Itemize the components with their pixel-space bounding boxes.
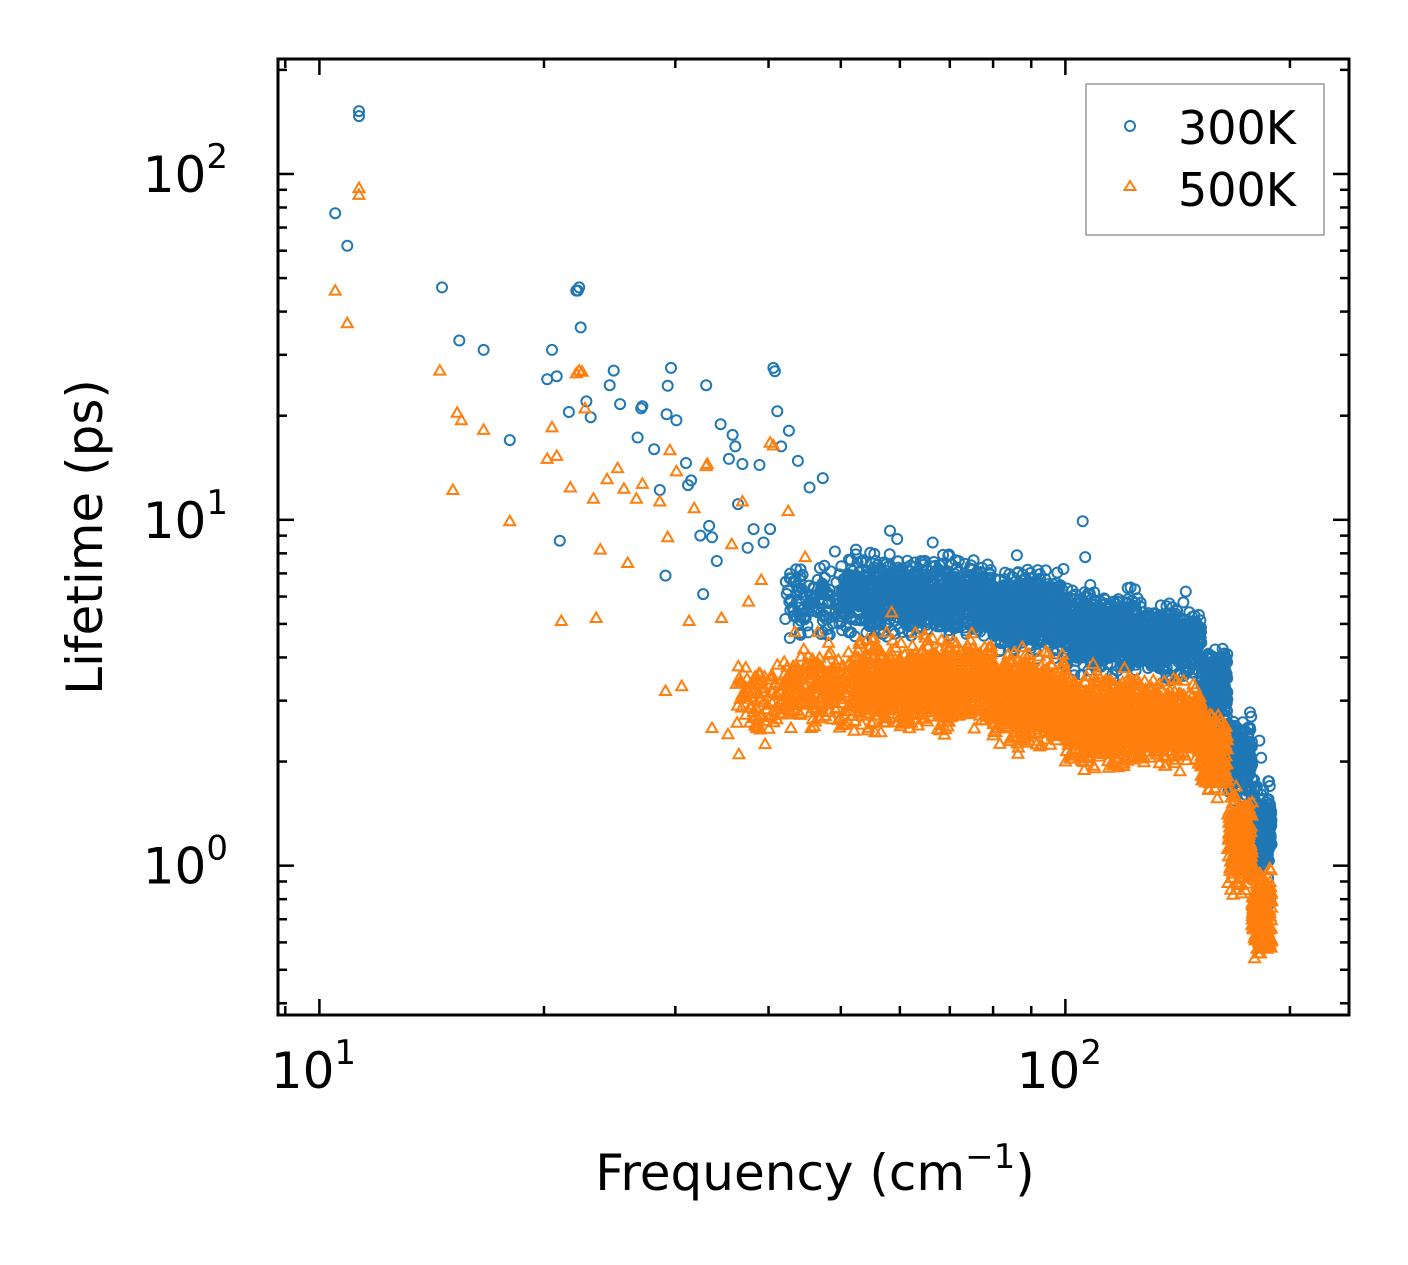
data-point-300k bbox=[794, 597, 807, 610]
data-point-300k bbox=[789, 574, 802, 587]
data-point-300k bbox=[854, 614, 867, 627]
data-point-300k bbox=[815, 628, 828, 640]
data-point-300k bbox=[924, 589, 936, 602]
data-point-300k bbox=[976, 561, 988, 574]
data-point-300k bbox=[926, 560, 938, 573]
data-point-300k bbox=[872, 569, 885, 582]
data-point-300k bbox=[945, 585, 958, 598]
data-point-300k bbox=[833, 617, 846, 630]
data-point-300k bbox=[952, 610, 965, 623]
data-point-300k bbox=[843, 575, 856, 588]
data-point-300k bbox=[934, 568, 947, 581]
data-point-300k bbox=[971, 590, 984, 603]
data-point-300k bbox=[972, 618, 985, 631]
data-point-300k bbox=[913, 608, 926, 621]
data-point-300k bbox=[963, 591, 976, 604]
data-point-300k bbox=[948, 599, 961, 612]
data-point-300k bbox=[894, 584, 907, 597]
data-point-300k bbox=[850, 578, 862, 591]
data-point-300k bbox=[808, 596, 821, 609]
data-point-300k bbox=[897, 613, 909, 626]
data-point-300k bbox=[845, 554, 857, 567]
data-point-300k bbox=[857, 554, 869, 567]
data-point-300k bbox=[794, 563, 807, 576]
data-point-300k bbox=[803, 595, 816, 608]
data-point-300k bbox=[806, 593, 818, 606]
data-point-300k bbox=[963, 585, 976, 598]
data-point-300k bbox=[934, 604, 947, 617]
data-point-300k bbox=[790, 610, 803, 623]
data-point-300k bbox=[902, 578, 914, 591]
data-point-300k bbox=[905, 592, 918, 605]
scatter-points bbox=[327, 105, 1279, 964]
data-point-300k bbox=[866, 606, 879, 619]
data-point-300k bbox=[948, 620, 961, 632]
data-point-300k bbox=[817, 579, 830, 592]
data-point-300k bbox=[851, 585, 863, 598]
data-point-300k bbox=[869, 555, 882, 567]
data-point-300k bbox=[839, 602, 852, 615]
data-point-300k bbox=[974, 625, 987, 638]
data-point-300k bbox=[905, 629, 918, 642]
data-point-300k bbox=[877, 557, 890, 570]
data-point-300k bbox=[954, 572, 967, 585]
data-point-300k bbox=[857, 585, 870, 598]
data-point-300k bbox=[937, 548, 950, 561]
data-point-300k bbox=[841, 567, 854, 580]
data-point-300k bbox=[878, 587, 891, 600]
data-point-300k bbox=[851, 594, 864, 607]
data-point-300k bbox=[868, 547, 881, 560]
data-point-300k bbox=[794, 626, 806, 639]
data-point-300k bbox=[813, 562, 826, 574]
data-point-300k bbox=[925, 592, 938, 605]
data-point-300k bbox=[929, 566, 941, 579]
data-point-300k bbox=[931, 620, 944, 633]
data-point-300k bbox=[864, 584, 877, 597]
data-point-300k bbox=[802, 626, 815, 639]
data-point-300k bbox=[940, 565, 953, 578]
data-point-300k bbox=[894, 571, 906, 584]
data-point-300k bbox=[916, 577, 929, 590]
data-point-300k bbox=[897, 600, 910, 613]
data-point-300k bbox=[845, 626, 857, 639]
data-point-300k bbox=[835, 589, 848, 602]
data-point-300k bbox=[863, 579, 876, 592]
data-point-300k bbox=[914, 555, 927, 568]
data-point-300k bbox=[961, 579, 974, 592]
data-point-300k bbox=[883, 548, 896, 561]
data-point-300k bbox=[820, 613, 833, 626]
data-point-300k bbox=[908, 556, 921, 569]
data-point-300k bbox=[824, 565, 837, 578]
